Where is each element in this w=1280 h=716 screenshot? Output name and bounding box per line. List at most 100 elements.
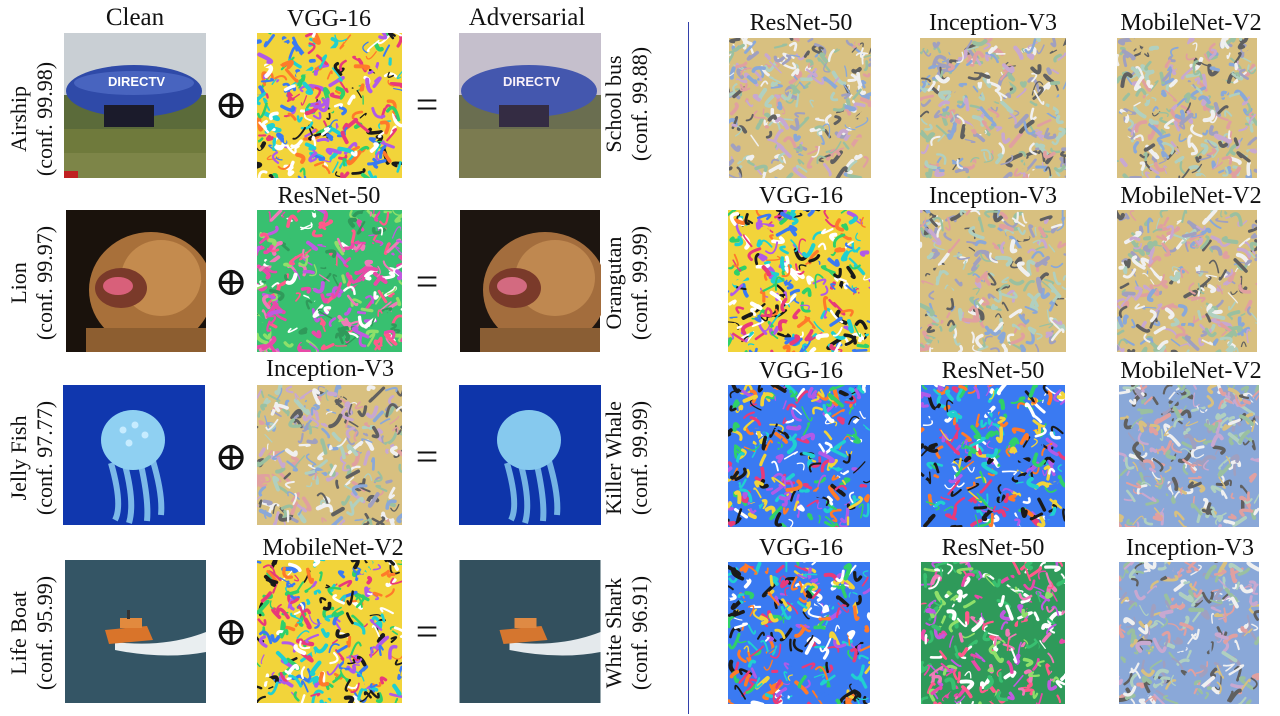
noise-stroke — [728, 461, 734, 468]
noise-stroke — [393, 626, 402, 638]
noise-stroke — [859, 429, 869, 438]
jellyfish-picture — [63, 385, 205, 525]
noise-stroke — [1248, 111, 1254, 118]
noise-stroke — [982, 630, 991, 642]
noise-stroke — [1180, 627, 1187, 636]
noise-stroke — [1250, 631, 1257, 641]
noise-stroke — [770, 158, 780, 164]
noise-stroke — [1137, 408, 1150, 412]
noise-stroke — [335, 479, 340, 489]
noise-stroke — [357, 405, 368, 418]
noise-stroke — [824, 413, 835, 424]
noise-stroke — [311, 33, 316, 38]
noise-stroke — [764, 307, 772, 318]
noise-stroke — [730, 143, 741, 152]
noise-stroke — [352, 55, 362, 63]
noise-stroke — [304, 469, 318, 475]
noise-stroke — [958, 385, 968, 391]
noise-stroke — [389, 125, 397, 136]
noise-stroke — [1146, 288, 1156, 303]
noise-stroke — [1023, 579, 1036, 591]
noise-stroke — [272, 504, 277, 514]
noise-stroke — [1180, 66, 1195, 80]
noise-stroke — [782, 344, 791, 352]
noise-stroke — [747, 624, 757, 635]
noise-stroke — [769, 574, 774, 587]
noise-stroke — [337, 77, 349, 93]
noise-stroke — [393, 328, 401, 335]
noise-stroke — [864, 660, 870, 675]
noise-stroke — [799, 42, 812, 52]
noise-stroke — [996, 668, 1002, 677]
noise-stroke — [1006, 80, 1017, 95]
noise-stroke — [1165, 84, 1171, 93]
noise-stroke — [345, 426, 356, 439]
noise-stroke — [359, 248, 367, 259]
noise-stroke — [321, 164, 331, 175]
noise-stroke — [343, 655, 347, 668]
noise-stroke — [1200, 675, 1216, 689]
noise-stroke — [943, 697, 950, 704]
noise-stroke — [732, 273, 749, 286]
noise-stroke — [1222, 285, 1234, 290]
noise-stroke — [1062, 275, 1066, 281]
noise-stroke — [1123, 562, 1132, 574]
noise-stroke — [783, 662, 790, 670]
noise-stroke — [1024, 159, 1033, 175]
adversarial-label-row-4: White Shark (conf. 96.91) — [601, 562, 657, 704]
noise-stroke — [987, 667, 995, 673]
noise-stroke — [299, 167, 306, 176]
noise-stroke — [990, 430, 999, 438]
noise-stroke — [1034, 302, 1047, 316]
noise-stroke — [1030, 64, 1042, 75]
noise-stroke — [1133, 134, 1144, 142]
noise-stroke — [1187, 80, 1197, 89]
noise-stroke — [816, 501, 823, 510]
noise-stroke — [1026, 259, 1036, 276]
noise-stroke — [1046, 623, 1057, 635]
noise-stroke — [1006, 78, 1019, 89]
noise-stroke — [274, 212, 289, 220]
noise-stroke — [353, 118, 370, 133]
noise-stroke — [802, 210, 815, 217]
noise-stroke — [823, 310, 828, 319]
noise-stroke — [1246, 306, 1252, 316]
noise-stroke — [920, 156, 924, 164]
noise-stroke — [984, 335, 993, 342]
noise-stroke — [1208, 259, 1220, 274]
noise-stroke — [309, 342, 320, 352]
noise-stroke — [781, 691, 788, 703]
noise-stroke — [844, 65, 848, 77]
noise-stroke — [1017, 641, 1022, 654]
noise-stroke — [1120, 72, 1133, 88]
noise-stroke — [837, 602, 849, 613]
noise-stroke — [840, 507, 850, 524]
noise-stroke — [1003, 305, 1018, 311]
noise-stroke — [786, 601, 799, 615]
noise-stroke — [277, 485, 289, 494]
noise-stroke — [755, 263, 770, 269]
noise-stroke — [1055, 562, 1064, 567]
noise-stroke — [336, 437, 348, 448]
noise-stroke — [793, 500, 800, 512]
noise-stroke — [839, 521, 848, 527]
noise-stroke — [938, 317, 948, 328]
noise-stroke — [993, 635, 1002, 646]
noise-stroke — [827, 664, 834, 673]
noise-stroke — [856, 343, 870, 349]
noise-stroke — [1023, 669, 1033, 683]
noise-stroke — [843, 282, 849, 290]
noise-stroke — [312, 111, 322, 120]
noise-stroke — [729, 669, 740, 679]
adversarial-confidence: (conf. 99.88) — [627, 46, 652, 162]
noise-stroke — [1198, 38, 1212, 51]
noise-stroke — [770, 385, 787, 393]
noise-texture — [257, 33, 402, 178]
noise-stroke — [1121, 288, 1127, 293]
noise-stroke — [265, 260, 277, 266]
adversarial-airship-logo-text: DIRECTV — [503, 74, 560, 89]
noise-stroke — [785, 479, 794, 488]
noise-stroke — [267, 450, 273, 457]
noise-stroke — [836, 416, 845, 425]
noise-stroke — [736, 508, 743, 524]
